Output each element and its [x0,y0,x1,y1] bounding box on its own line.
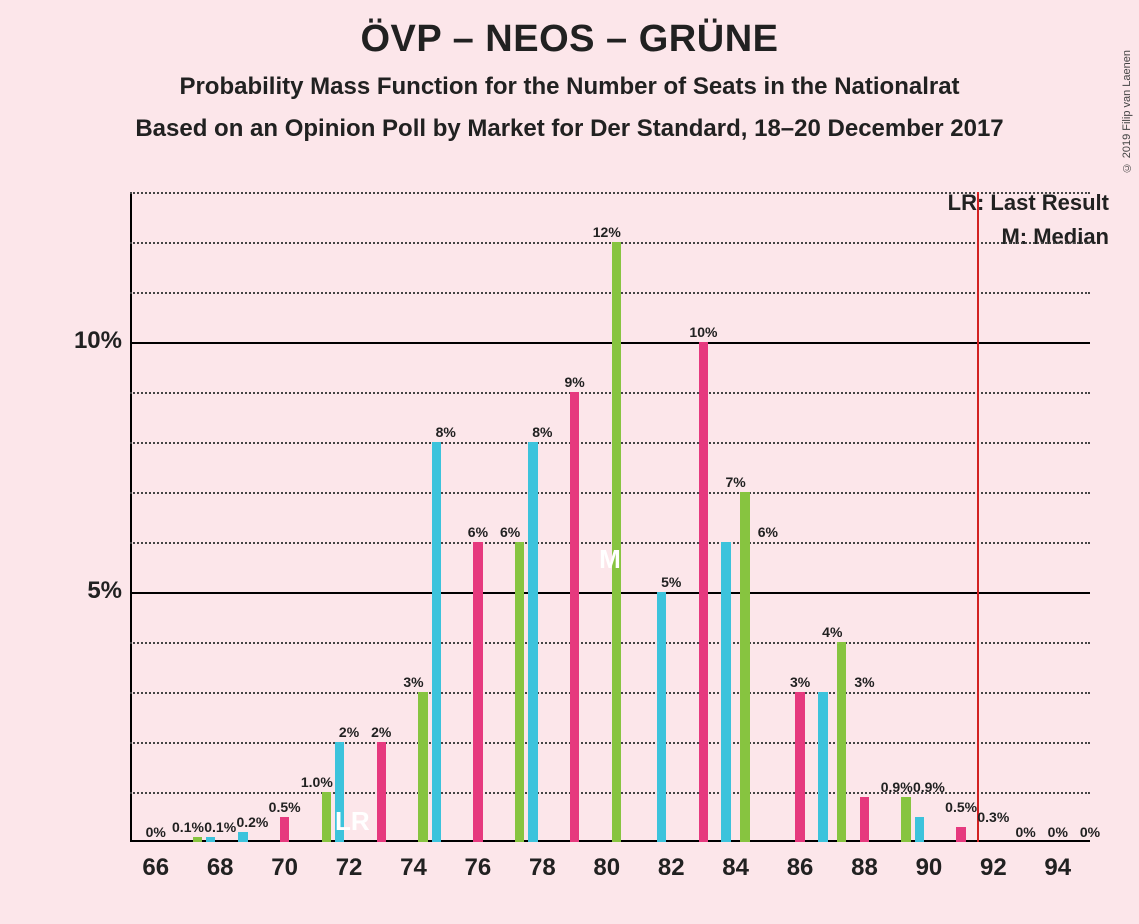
bar [418,692,427,842]
x-tick-label: 68 [207,854,234,882]
gridline [130,692,1090,694]
bar [473,542,482,842]
bar [570,392,579,842]
bar-value-label: 4% [822,624,842,640]
x-tick-label: 84 [722,854,749,882]
marker-label: LR [335,806,370,837]
x-tick-label: 90 [916,854,943,882]
gridline [130,292,1090,294]
y-axis-line [130,192,132,842]
x-tick-label: 76 [465,854,492,882]
bar [860,797,869,842]
bar [901,797,910,842]
gridline [130,342,1090,344]
gridline [130,492,1090,494]
bar-value-label: 7% [726,474,746,490]
gridline [130,592,1090,594]
x-axis-line [130,840,1090,842]
bar-value-label: 8% [532,424,552,440]
bar-value-label: 0.3% [977,809,1009,825]
marker-label: M [599,544,621,575]
x-tick-label: 72 [336,854,363,882]
bar [795,692,804,842]
bar [915,817,924,842]
bar [238,832,247,842]
gridline [130,242,1090,244]
chart-subtitle-1: Probability Mass Function for the Number… [0,73,1139,101]
bar-value-label: 0.2% [236,814,268,830]
bar [322,792,331,842]
gridline [130,792,1090,794]
bar [432,442,441,842]
bar-value-label: 3% [403,674,423,690]
bar-value-label: 0.9% [881,779,913,795]
bar-value-label: 0% [1015,824,1035,840]
bar-value-label: 0% [1048,824,1068,840]
bar-value-label: 2% [339,724,359,740]
bar-value-label: 1.0% [301,774,333,790]
bar [528,442,537,842]
chart-title: ÖVP – NEOS – GRÜNE [0,18,1139,61]
x-tick-label: 86 [787,854,814,882]
bar [699,342,708,842]
x-tick-label: 80 [593,854,620,882]
bar-value-label: 0.1% [204,819,236,835]
bar [377,742,386,842]
bar-value-label: 9% [564,374,584,390]
bar [515,542,524,842]
gridline [130,392,1090,394]
x-tick-label: 66 [142,854,169,882]
bar-value-label: 2% [371,724,391,740]
gridline [130,192,1090,194]
bar-value-label: 6% [468,524,488,540]
gridline [130,642,1090,644]
x-tick-label: 88 [851,854,878,882]
bar [721,542,730,842]
bar-value-label: 0% [146,824,166,840]
majority-line [977,192,979,842]
bar [740,492,749,842]
chart-container: 66 68 70 72 74 76 78 80 82 84 86 88 90 92 94 0% 0.1%0.1%… [60,192,1110,902]
bar-value-label: 0.1% [172,819,204,835]
bar-value-label: 0.5% [269,799,301,815]
bar [193,837,202,842]
bar-value-label: 3% [854,674,874,690]
bar [280,817,289,842]
gridline [130,742,1090,744]
chart-subtitle-2: Based on an Opinion Poll by Market for D… [0,115,1139,143]
x-tick-label: 82 [658,854,685,882]
bar-value-label: 6% [758,524,778,540]
x-tick-label: 94 [1044,854,1071,882]
bar [837,642,846,842]
bar [956,827,965,842]
bar-value-label: 0.5% [945,799,977,815]
x-tick-label: 70 [271,854,298,882]
y-tick-label: 10% [60,327,122,355]
bar [657,592,666,842]
bar-value-label: 8% [436,424,456,440]
bar-value-label: 0% [1080,824,1100,840]
bar [818,692,827,842]
plot-area: 6668707274767880828486889092940%0.1%0.1%… [130,192,1090,842]
bar [206,837,215,842]
y-tick-label: 5% [60,577,122,605]
x-tick-label: 74 [400,854,427,882]
bar-value-label: 6% [500,524,520,540]
copyright-text: © 2019 Filip van Laenen [1121,50,1133,173]
bar-value-label: 12% [593,224,621,240]
bar [612,242,621,842]
x-tick-label: 92 [980,854,1007,882]
bar-value-label: 3% [790,674,810,690]
bar-value-label: 10% [689,324,717,340]
x-tick-label: 78 [529,854,556,882]
gridline [130,442,1090,444]
bar-value-label: 0.9% [913,779,945,795]
bar-value-label: 5% [661,574,681,590]
